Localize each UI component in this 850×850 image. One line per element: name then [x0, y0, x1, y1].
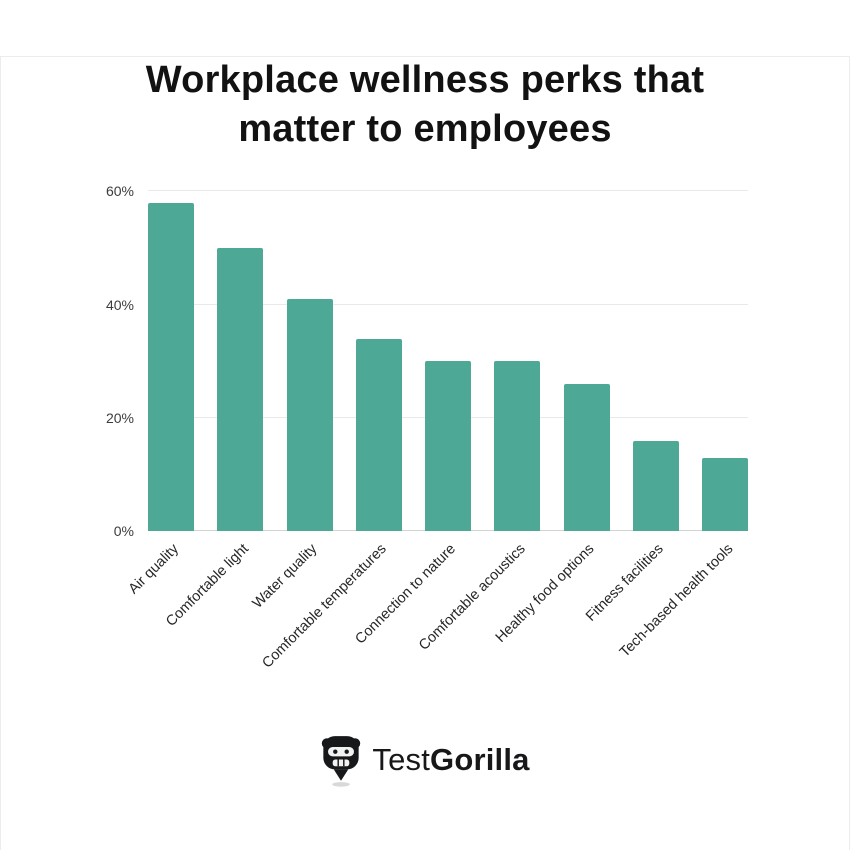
bar-connection-to-nature	[425, 361, 471, 532]
gridline-40%	[148, 303, 748, 305]
chart-title: Workplace wellness perks that matter to …	[145, 59, 705, 150]
bar-air-quality	[148, 202, 194, 532]
y-tick-label: 60%	[105, 183, 134, 200]
testgorilla-gorilla-icon	[322, 736, 361, 787]
y-tick-label: 20%	[105, 409, 134, 426]
brand-wordmark: TestGorilla	[372, 742, 529, 778]
bar-water-quality	[286, 298, 333, 532]
bar-chart: 0% 20% 40% 60% Air quality Comfortable light…	[106, 183, 748, 699]
bar-fitness-facilities	[632, 440, 679, 532]
bar-comfortable-light	[217, 247, 264, 532]
brand-wordmark-gorilla: Gorilla	[430, 742, 530, 778]
bars-row	[148, 191, 748, 532]
bar-tech-based-health-tools	[702, 457, 748, 532]
x-slot-tech-based-health-tools: Tech-based health tools	[617, 531, 748, 699]
y-tick-label: 0%	[113, 523, 134, 540]
x-slot-comfortable-light: Comfortable light	[163, 531, 263, 699]
gridline-60%	[148, 190, 748, 192]
bar-comfortable-temperatures	[355, 338, 402, 532]
x-axis-labels: Air quality Comfortable light Water qualit…	[126, 531, 748, 699]
plot-area: 0% 20% 40% 60%	[106, 183, 748, 539]
bar-comfortable-acoustics	[494, 361, 541, 532]
brand-footer: TestGorilla	[0, 733, 850, 787]
brand-wordmark-test: Test	[372, 742, 431, 778]
bar-healthy-food-options	[563, 383, 610, 532]
y-tick-label: 40%	[105, 296, 134, 313]
x-category-label: Air quality	[125, 541, 183, 598]
